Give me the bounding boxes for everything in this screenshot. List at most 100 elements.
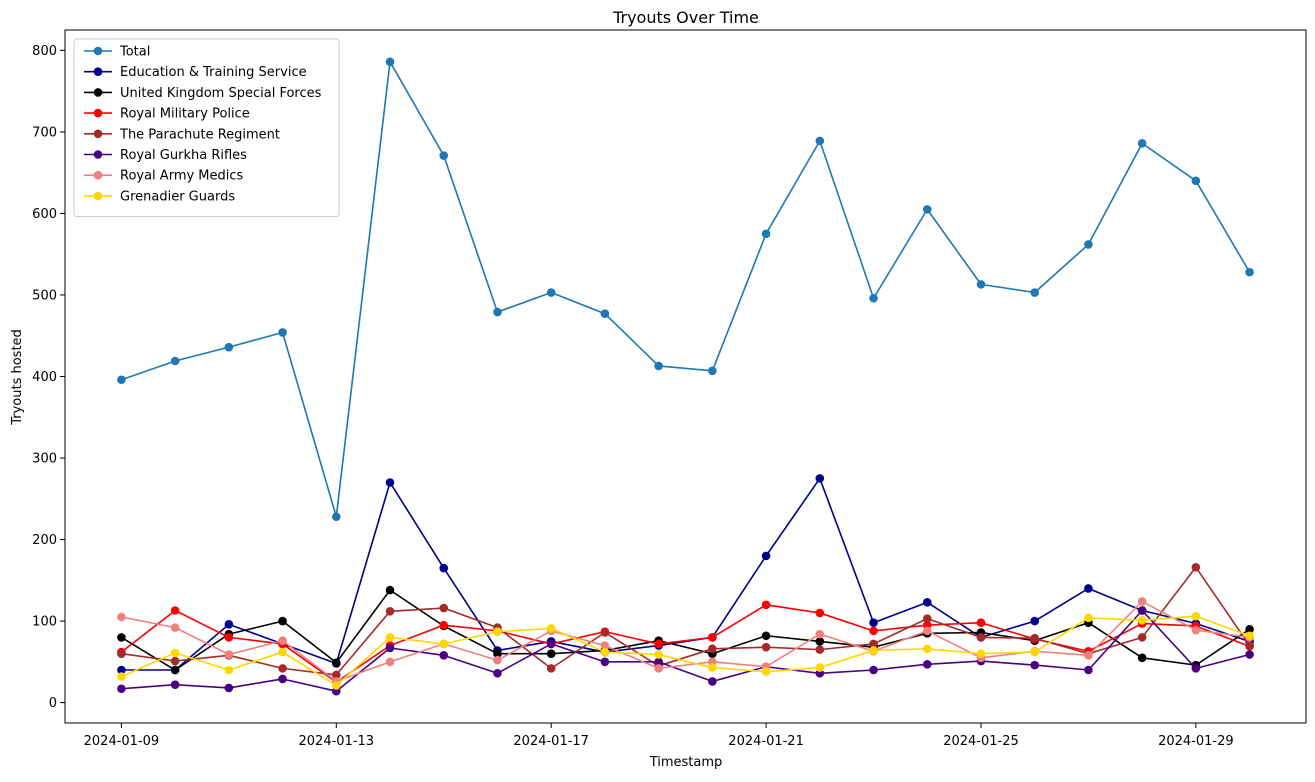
- data-point: [922, 614, 932, 623]
- data-point: [385, 643, 395, 653]
- data-point: [1137, 606, 1147, 615]
- data-point: [117, 633, 126, 642]
- legend-label: Royal Army Medics: [120, 169, 244, 184]
- data-point: [493, 649, 502, 658]
- y-tick-label: 100: [32, 615, 57, 630]
- x-tick-label: 2024-01-13: [299, 734, 375, 749]
- data-point: [1084, 240, 1093, 249]
- y-axis-label: Tryouts hosted: [10, 329, 25, 426]
- data-point: [117, 649, 126, 658]
- data-point: [815, 645, 825, 654]
- data-point: [117, 672, 126, 681]
- y-tick-label: 300: [32, 452, 57, 467]
- y-axis: 0 100 200 300 400 500 600 700 800: [32, 44, 65, 711]
- data-point: [170, 656, 180, 666]
- data-point: [815, 637, 825, 646]
- data-point: [761, 667, 771, 676]
- data-point: [439, 651, 449, 660]
- data-point: [708, 366, 717, 376]
- data-point: [385, 607, 395, 616]
- data-point: [224, 683, 234, 693]
- chart-title: Tryouts Over Time: [612, 8, 759, 27]
- data-point: [224, 665, 234, 675]
- legend-item: Royal Gurkha Rifles: [84, 148, 247, 163]
- legend-box: [73, 38, 340, 218]
- legend-swatch-marker: [93, 108, 103, 118]
- data-point: [600, 647, 610, 657]
- data-point: [869, 626, 878, 636]
- data-point: [332, 681, 341, 690]
- data-point: [332, 512, 341, 522]
- series-line: [121, 615, 1250, 687]
- data-point: [761, 551, 771, 561]
- data-point: [869, 639, 878, 649]
- data-point: [1245, 650, 1254, 659]
- legend-swatch-marker: [93, 191, 103, 201]
- data-point: [1030, 633, 1039, 643]
- data-point: [708, 677, 717, 686]
- data-point: [1245, 631, 1254, 641]
- data-point: [869, 618, 878, 628]
- data-point: [170, 623, 180, 632]
- data-point: [1245, 624, 1254, 634]
- data-point: [1084, 584, 1093, 593]
- data-point: [1084, 651, 1093, 660]
- data-point: [546, 664, 556, 673]
- data-point: [922, 626, 932, 636]
- data-point: [600, 641, 610, 650]
- legend-label: Education & Training Service: [120, 65, 307, 80]
- data-point: [278, 664, 287, 673]
- legend-item: Royal Military Police: [84, 107, 250, 122]
- data-point: [922, 205, 932, 214]
- data-point: [170, 648, 180, 658]
- legend-label: Royal Military Police: [120, 107, 250, 122]
- data-point: [815, 663, 825, 672]
- x-tick-label: 2024-01-09: [84, 734, 160, 749]
- data-point: [117, 665, 126, 675]
- y-tick-label: 700: [32, 125, 57, 140]
- data-point: [493, 655, 502, 665]
- y-tick-label: 800: [32, 44, 57, 59]
- series-line: [121, 609, 1250, 693]
- data-point: [224, 342, 234, 352]
- data-point: [385, 633, 395, 642]
- data-point: [1245, 641, 1254, 650]
- data-point: [1191, 625, 1201, 635]
- y-tick-label: 200: [32, 533, 57, 548]
- legend-label: Royal Gurkha Rifles: [120, 148, 247, 163]
- series-line: [121, 566, 1251, 676]
- data-point: [869, 646, 878, 655]
- legend-item: Grenadier Guards: [84, 189, 235, 204]
- data-point: [1191, 562, 1201, 572]
- data-point: [439, 603, 449, 613]
- series-the-parachute-regiment: [117, 562, 1254, 680]
- data-point: [117, 612, 126, 622]
- data-point: [976, 280, 986, 289]
- data-point: [439, 620, 449, 630]
- data-point: [493, 627, 502, 636]
- data-point: [761, 642, 771, 652]
- data-point: [493, 307, 502, 317]
- legend-label: Total: [119, 45, 150, 60]
- data-point: [976, 633, 986, 642]
- data-point: [1137, 633, 1147, 642]
- data-point: [278, 616, 287, 626]
- data-point: [1191, 176, 1201, 186]
- data-point: [1191, 664, 1201, 673]
- y-tick-label: 500: [32, 288, 57, 303]
- data-point: [1030, 660, 1039, 670]
- data-point: [922, 659, 932, 669]
- data-point: [815, 629, 825, 639]
- data-point: [278, 636, 287, 645]
- legend-swatch-marker: [93, 129, 103, 139]
- data-point: [976, 618, 986, 628]
- data-point: [332, 658, 341, 667]
- data-point: [1030, 288, 1039, 297]
- data-point: [170, 356, 180, 366]
- legend-item: United Kingdom Special Forces: [84, 86, 322, 101]
- data-point: [278, 674, 287, 684]
- x-tick-label: 2024-01-25: [943, 734, 1019, 749]
- data-point: [439, 563, 449, 573]
- data-point: [1245, 267, 1254, 277]
